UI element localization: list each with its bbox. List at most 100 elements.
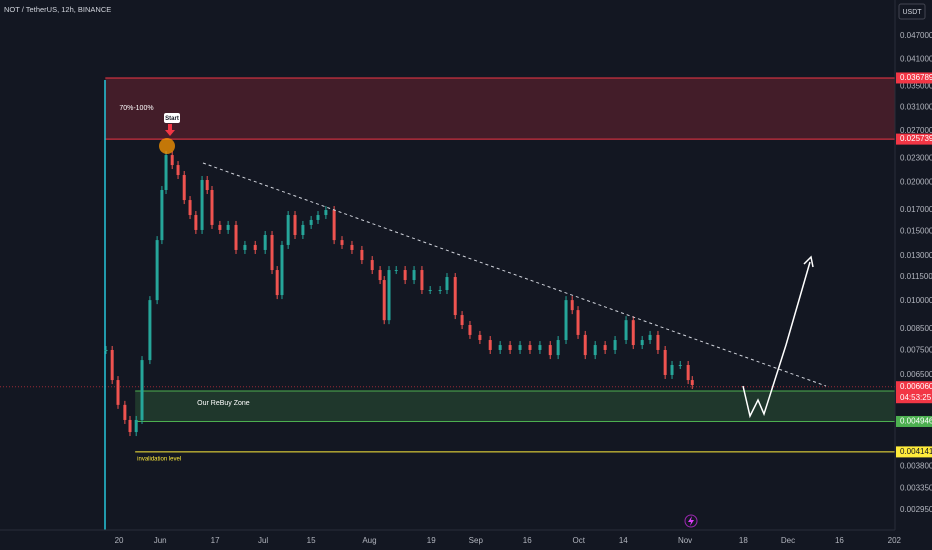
price-tag-label: 0.025739: [900, 134, 932, 143]
candle: [420, 270, 424, 291]
candle: [498, 345, 502, 350]
candle: [378, 270, 382, 281]
currency-button[interactable]: [898, 3, 926, 20]
candle: [263, 235, 267, 250]
candle: [128, 419, 132, 433]
candle: [155, 240, 159, 301]
candle: [576, 310, 580, 335]
y-tick-label: 0.013000: [900, 251, 932, 260]
price-tag: [896, 415, 932, 427]
x-tick-label: Jul: [258, 536, 268, 545]
candle: [624, 320, 628, 341]
candle: [428, 290, 432, 292]
candle: [253, 244, 257, 250]
y-tick-label: 0.007500: [900, 345, 932, 354]
x-tick-label: 18: [739, 536, 748, 545]
candle: [656, 334, 660, 350]
y-tick-label: 0.031000: [900, 102, 932, 111]
zone-label: 70%-100%: [119, 105, 153, 112]
start-label: Start: [165, 116, 179, 122]
x-tick-label: 17: [211, 536, 220, 545]
x-tick-label: 202: [888, 536, 902, 545]
start-arrow: [165, 124, 175, 136]
x-tick-label: 16: [835, 536, 844, 545]
x-tick-label: 14: [619, 536, 628, 545]
chart-title: NOT / TetherUS, 12h, BINANCE: [4, 5, 111, 14]
candle: [110, 349, 114, 381]
price-tag: [896, 72, 932, 84]
candle: [200, 180, 204, 230]
candle: [538, 345, 542, 350]
candle: [123, 404, 127, 420]
price-tag: [896, 446, 932, 458]
price-tag: [896, 133, 932, 145]
zone: [105, 77, 896, 140]
start-marker: [159, 138, 175, 154]
candle: [648, 334, 652, 341]
candle: [275, 270, 279, 296]
y-tick-label: 0.020000: [900, 177, 932, 186]
price-axis: [895, 0, 932, 550]
candle: [508, 345, 512, 350]
candle: [387, 270, 391, 321]
candle: [663, 349, 667, 375]
y-tick-label: 0.035000: [900, 82, 932, 91]
countdown: 04:53:25: [900, 393, 932, 402]
candle: [570, 300, 574, 311]
candle: [140, 360, 144, 420]
candle: [690, 380, 694, 386]
candle: [324, 210, 328, 216]
candle: [280, 244, 284, 296]
zones: 70%-100% Our ReBuy Zone invalidation level: [0, 77, 896, 462]
candle: [332, 210, 336, 241]
y-tick-label: 0.010000: [900, 296, 932, 305]
candle: [445, 277, 449, 291]
candle: [593, 345, 597, 356]
candle: [460, 315, 464, 326]
candle: [301, 224, 305, 236]
y-tick-label: 0.015000: [900, 227, 932, 236]
candle: [370, 260, 374, 271]
candle: [583, 334, 587, 356]
y-tick-label: 0.002950: [900, 505, 932, 514]
candle: [488, 340, 492, 350]
candle: [104, 349, 108, 351]
price-tag-label: 0.036789: [900, 73, 932, 82]
candle: [613, 340, 617, 350]
candle: [293, 215, 297, 236]
candle: [518, 345, 522, 350]
candle: [631, 320, 635, 346]
y-tick-label: 0.008500: [900, 324, 932, 333]
y-tick-label: 0.011500: [900, 272, 932, 281]
x-tick-label: 16: [523, 536, 532, 545]
y-tick-label: 0.023000: [900, 153, 932, 162]
candle: [686, 364, 690, 381]
zone: [135, 391, 895, 422]
x-tick-label: 15: [307, 536, 316, 545]
candle: [316, 215, 320, 220]
projection-arrow: [742, 261, 811, 419]
invalidation-label: invalidation level: [137, 456, 181, 462]
candle: [188, 200, 192, 216]
candle: [182, 175, 186, 201]
candle: [403, 270, 407, 281]
candle: [134, 419, 138, 433]
candle: [176, 165, 180, 176]
x-tick-label: Nov: [678, 536, 692, 545]
candle: [556, 340, 560, 356]
candle: [170, 155, 174, 166]
candle: [382, 280, 386, 321]
currency-label[interactable]: USDT: [902, 9, 922, 16]
x-tick-label: Aug: [362, 536, 376, 545]
candle: [528, 345, 532, 350]
candle: [116, 380, 120, 405]
candle: [412, 270, 416, 281]
candle: [148, 300, 152, 361]
price-tag-label: 0.004946: [900, 417, 932, 426]
x-tick-label: Sep: [469, 536, 484, 545]
candle: [226, 224, 230, 230]
candle: [243, 244, 247, 250]
